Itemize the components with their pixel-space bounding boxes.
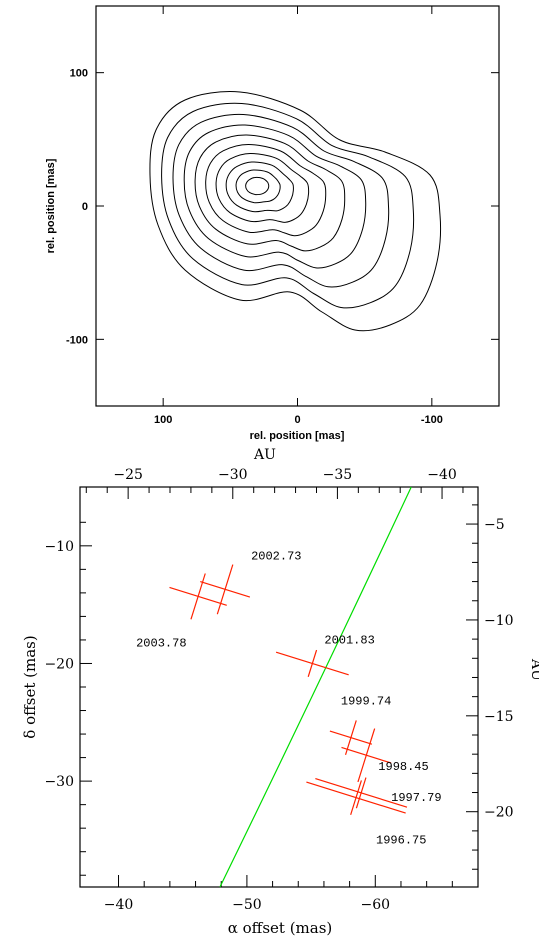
contour-panel: 100 0 -100 100 0 -100 rel. position [mas] rel…	[45, 5, 500, 442]
epoch-label: 2001.83	[324, 633, 374, 647]
epoch-label: 1996.75	[376, 834, 426, 848]
right-axis-label: AU	[528, 658, 539, 681]
contour-y-tick-label: 100	[70, 68, 88, 80]
contour-level	[235, 169, 281, 204]
astrometry-points: 2002.73 2003.78 2001.83 1999.74 1998.45 1997.…	[136, 549, 441, 847]
right-au-tick-label: −20	[484, 805, 514, 821]
top-axis-label: AU	[253, 447, 276, 463]
astrometry-y-axis-label: δ offset (mas)	[21, 635, 39, 738]
contour-x-axis-label: rel. position [mas]	[250, 430, 345, 442]
error-bar-minor	[216, 564, 234, 615]
error-bar-minor	[357, 728, 376, 783]
contour-level	[245, 176, 270, 196]
contour-level	[215, 152, 310, 223]
orbit-curve	[219, 486, 412, 888]
error-bar-minor	[350, 780, 362, 815]
astrometry-x-axis-label: α offset (mas)	[228, 919, 333, 937]
contour-level	[194, 134, 346, 252]
astrometry-y-tick-label: −10	[44, 539, 74, 555]
contour-level	[225, 161, 294, 213]
contour-y-axis-label: rel. position [mas]	[45, 158, 57, 253]
contour-x-tick-label: -100	[421, 414, 443, 426]
error-bar-minor	[307, 649, 318, 678]
astrometry-x-tick-label: −60	[361, 897, 391, 913]
contour-level	[172, 113, 390, 288]
top-au-tick-label: −40	[427, 467, 457, 483]
right-au-tick-label: −10	[484, 613, 514, 629]
astrometry-panel: AU AU −40 −50 −60 −10 −20 −30 −25 −30 −35 −40 −5 −1…	[21, 447, 539, 937]
right-au-tick-label: −15	[484, 709, 514, 725]
astrometry-frame	[79, 486, 479, 888]
epoch-label: 1997.79	[391, 791, 441, 805]
top-au-tick-label: −35	[323, 467, 353, 483]
astrometry-y-tick-label: −30	[44, 774, 74, 790]
astrometry-tick-labels: −40 −50 −60 −10 −20 −30 −25 −30 −35 −40 −5 −10 −15 −2…	[44, 467, 513, 913]
astrometry-y-tick-label: −20	[44, 656, 74, 672]
contour-frame	[95, 5, 500, 407]
contour-level	[161, 102, 415, 309]
epoch-label: 1999.74	[341, 695, 391, 709]
epoch-label: 2002.73	[251, 549, 301, 563]
epoch-label: 1998.45	[378, 760, 428, 774]
contour-x-tick-label: 0	[294, 414, 300, 426]
right-au-tick-label: −5	[484, 517, 505, 533]
top-au-tick-label: −25	[113, 467, 143, 483]
top-au-tick-label: −30	[218, 467, 248, 483]
contour-level	[183, 124, 367, 269]
contour-tick-labels: 100 0 -100 100 0 -100	[66, 68, 443, 426]
astrometry-ticks	[80, 487, 478, 887]
contour-y-tick-label: 0	[82, 201, 88, 213]
epoch-label: 2003.78	[136, 636, 186, 650]
contour-y-tick-label: -100	[66, 334, 88, 346]
error-bar-minor	[190, 573, 206, 620]
contour-x-tick-label: 100	[154, 414, 172, 426]
astrometry-x-tick-label: −50	[232, 897, 262, 913]
contour-level	[205, 143, 327, 237]
error-bar-minor	[355, 777, 367, 809]
contour-lines	[149, 91, 442, 332]
contour-level	[149, 91, 442, 332]
contour-ticks	[96, 6, 499, 406]
astrometry-x-tick-label: −40	[104, 897, 134, 913]
